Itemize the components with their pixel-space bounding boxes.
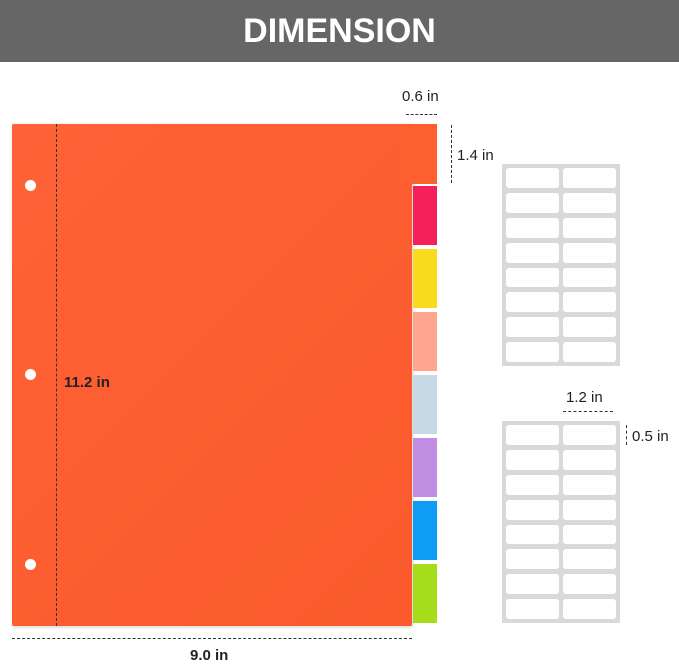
divider-tab [413, 312, 437, 371]
label-sheet [502, 164, 620, 366]
divider-body [12, 124, 412, 626]
sticker-label [506, 474, 559, 495]
sticker-label [563, 524, 616, 545]
label-sheet [502, 421, 620, 623]
sticker-label [506, 242, 559, 263]
width-dimension-line [12, 638, 412, 639]
sticker-label [506, 267, 559, 288]
tab-height-label: 1.4 in [457, 147, 494, 164]
width-label: 9.0 in [190, 647, 229, 664]
title-banner: DIMENSION [0, 0, 679, 62]
sticker-label [506, 599, 559, 619]
sticker-label [506, 425, 559, 445]
divider-tab [413, 564, 437, 623]
sticker-label [563, 217, 616, 238]
sticker-label [506, 217, 559, 238]
sticker-label [506, 342, 559, 362]
sticker-label [506, 574, 559, 595]
sticker-label [563, 168, 616, 188]
tab-width-label: 0.6 in [402, 88, 439, 105]
tab-height-line [451, 125, 452, 183]
sticker-label [506, 449, 559, 470]
punch-hole [25, 180, 36, 191]
sticker-label [506, 524, 559, 545]
divider-tab [413, 438, 437, 497]
sticker-label [563, 267, 616, 288]
tab-width-line [406, 114, 437, 115]
divider-tab [413, 249, 437, 308]
sticker-label [506, 192, 559, 213]
sticker-label [563, 574, 616, 595]
sticker-label [563, 449, 616, 470]
sticker-label [563, 499, 616, 520]
sticker-label [506, 292, 559, 313]
sticker-label [563, 342, 616, 362]
divider-top-tab [400, 124, 437, 184]
height-dimension-line [56, 124, 57, 626]
sticker-label [563, 192, 616, 213]
divider-tab [413, 501, 437, 560]
sticker-label [563, 599, 616, 619]
sticker-label [563, 317, 616, 338]
sticker-label [506, 168, 559, 188]
punch-hole [25, 559, 36, 570]
label-width-line [563, 411, 613, 412]
sticker-label [563, 474, 616, 495]
divider-tab [413, 375, 437, 434]
sticker-label [563, 292, 616, 313]
sticker-label [506, 499, 559, 520]
divider-tab [413, 186, 437, 245]
sticker-label [506, 317, 559, 338]
punch-hole [25, 369, 36, 380]
sticker-label [563, 425, 616, 445]
sticker-label [563, 242, 616, 263]
sticker-label [506, 549, 559, 570]
height-label: 11.2 in [64, 374, 110, 391]
sticker-label [563, 549, 616, 570]
label-height-label: 0.5 in [632, 428, 669, 445]
label-height-line [626, 425, 627, 445]
label-width-label: 1.2 in [566, 389, 603, 406]
